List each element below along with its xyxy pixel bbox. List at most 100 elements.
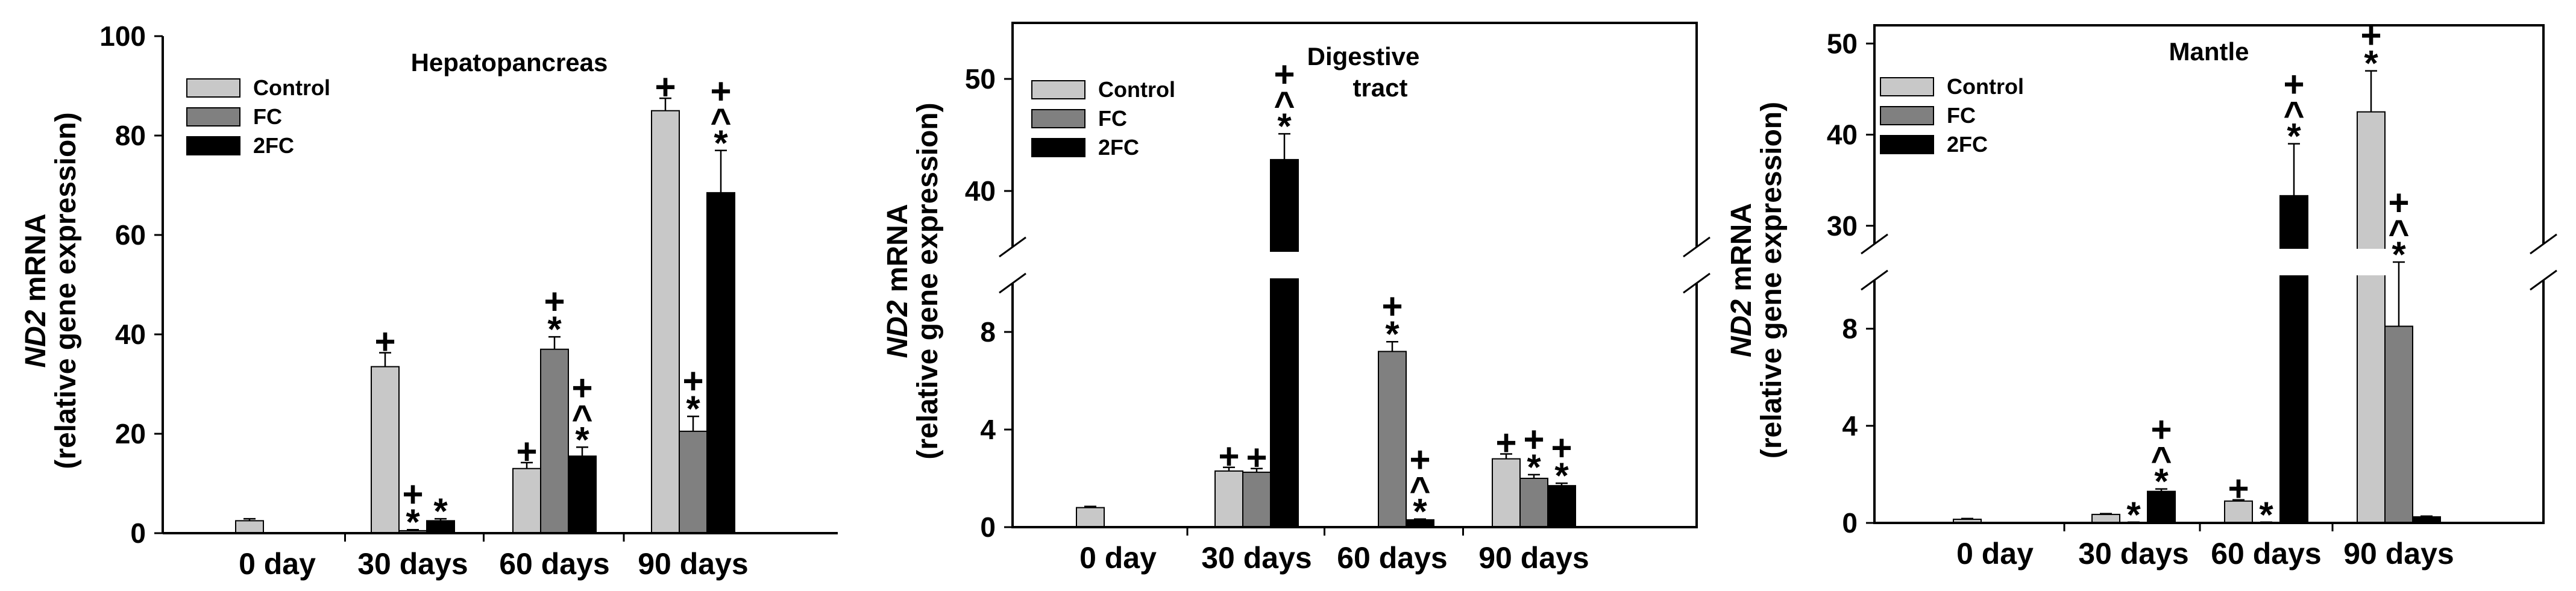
bar-control-0-day [1076,507,1105,528]
legend-label-2fc: 2FC [253,133,294,158]
significance-mark-plus: + [2360,16,2381,56]
x-tick-label-30-days: 30 days [2078,537,2188,571]
y-tick-label: 4 [980,414,996,445]
x-tick-label-0-day: 0 day [239,547,316,581]
significance-mark-caret: ^ [1409,470,1430,510]
bar-fc-90-days [1519,478,1548,528]
y-axis-label-gene: ND2 [20,310,52,367]
chart-title-line: tract [1352,73,1407,102]
x-tick-label-90-days: 90 days [1478,541,1589,575]
significance-mark-plus: + [402,474,423,514]
significance-mark-caret: ^ [1274,84,1295,125]
bar-2fc-30-days-break-gap [1269,252,1300,278]
y-axis-label: ND2 mRNA [882,204,914,358]
x-tick-label-90-days: 90 days [638,547,748,581]
significance-mark-caret: ^ [2388,213,2409,253]
significance-mark-plus: + [516,431,537,472]
y-tick-label: 0 [130,518,146,549]
y-tick-label: 8 [1842,313,1858,345]
y-axis-label-unit: mRNA [20,213,52,310]
y-tick-label: 4 [1842,410,1858,442]
axis-break-mark-left-lower [999,272,1026,294]
bar-2fc-60-days [568,455,597,534]
significance-mark-asterisk: * [2392,234,2406,275]
axis-frame-upper [1011,22,1698,247]
significance-mark-plus: + [710,71,731,111]
bar-2fc-90-days [706,192,735,534]
y-tick-label: 40 [1827,119,1858,151]
y-tick-label: 0 [980,511,996,543]
legend-swatch-control [1880,77,1934,96]
legend-label-control: Control [253,75,330,100]
y-tick-label: 80 [115,120,146,151]
legend-label-fc: FC [1098,106,1127,131]
significance-mark-asterisk: * [406,502,420,542]
legend-swatch-fc [186,107,240,127]
bar-2fc-60-days [2279,195,2308,524]
y-axis-label: ND2 mRNA [20,213,52,367]
significance-mark-plus: + [655,67,676,107]
y-tick-label: 50 [1827,28,1858,59]
bar-fc-30-days [1242,471,1271,528]
significance-mark-asterisk: * [2126,495,2141,535]
significance-mark-plus: + [2388,183,2409,223]
significance-mark-caret: ^ [710,101,731,142]
significance-mark-plus: + [2150,410,2172,450]
axis-break-mark-right-upper [1683,236,1711,258]
significance-mark-asterisk: * [1277,106,1292,146]
significance-mark-plus: + [571,367,592,408]
y-tick-label: 30 [1827,210,1858,242]
significance-mark-plus: + [544,281,565,322]
bar-2fc-30-days [1270,158,1299,528]
bar-control-30-days [1214,470,1243,528]
significance-mark-plus: + [1409,440,1430,480]
bar-control-60-days [512,467,541,534]
legend-label-fc: FC [253,104,282,129]
significance-mark-plus: + [1246,437,1267,478]
significance-mark-plus: + [374,322,395,362]
significance-mark-plus: + [2283,64,2304,105]
bar-fc-60-days [540,348,569,534]
y-axis-label-unit: mRNA [1726,203,1758,299]
significance-mark-asterisk: * [2287,116,2301,157]
bar-control-0-day [235,520,264,534]
legend-swatch-2fc [1880,135,1934,154]
significance-mark-asterisk: * [2259,495,2273,535]
bar-2fc-60-days-break-gap [2278,249,2310,275]
x-tick-label-30-days: 30 days [1201,541,1312,575]
significance-mark-asterisk: * [1413,492,1427,532]
legend-swatch-control [186,78,240,98]
legend-label-control: Control [1947,74,2024,99]
significance-mark-asterisk: * [686,389,700,429]
legend-label-fc: FC [1947,103,1976,128]
y-axis-label-secondary: (relative gene expression) [50,112,82,469]
significance-mark-plus: + [2228,469,2249,509]
chart-title: Hepatopancreas [411,48,608,77]
y-tick-label: 20 [115,418,146,449]
y-axis-label-unit: mRNA [882,204,914,300]
y-axis-label-secondary: (relative gene expression) [1756,102,1788,458]
legend-swatch-2fc [1031,138,1085,157]
legend-label-2fc: 2FC [1098,135,1139,160]
x-tick-label-0-day: 0 day [1079,541,1157,575]
legend-swatch-fc [1031,109,1085,128]
significance-mark-asterisk: * [2364,43,2378,84]
significance-mark-asterisk: * [575,419,589,460]
x-tick-label-60-days: 60 days [499,547,609,581]
y-axis-label-gene: ND2 [882,300,914,358]
bar-fc-90-days [2384,325,2413,524]
bar-control-60-days [2224,500,2253,524]
significance-mark-asterisk: * [433,491,448,531]
significance-mark-plus: + [1381,286,1403,327]
x-tick-label-90-days: 90 days [2343,537,2454,571]
bar-control-90-days [651,110,680,534]
significance-mark-caret: ^ [571,398,592,438]
y-tick-label: 0 [1842,507,1858,539]
legend-swatch-2fc [186,136,240,155]
bar-control-90-days-break-gap [2355,249,2387,275]
y-tick-label: 8 [980,316,996,348]
axis-frame-lower [1873,280,2545,524]
legend-swatch-fc [1880,106,1934,125]
